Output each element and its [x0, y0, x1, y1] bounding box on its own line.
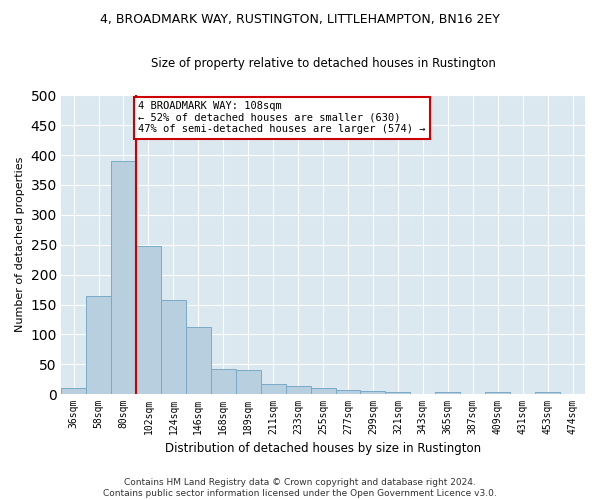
Bar — [485, 392, 510, 394]
Bar — [311, 388, 335, 394]
Bar — [385, 392, 410, 394]
Text: Contains HM Land Registry data © Crown copyright and database right 2024.
Contai: Contains HM Land Registry data © Crown c… — [103, 478, 497, 498]
Title: Size of property relative to detached houses in Rustington: Size of property relative to detached ho… — [151, 58, 496, 70]
Text: 4 BROADMARK WAY: 108sqm
← 52% of detached houses are smaller (630)
47% of semi-d: 4 BROADMARK WAY: 108sqm ← 52% of detache… — [139, 102, 426, 134]
X-axis label: Distribution of detached houses by size in Rustington: Distribution of detached houses by size … — [165, 442, 481, 455]
Bar — [286, 386, 311, 394]
Bar — [136, 246, 161, 394]
Bar — [161, 300, 186, 394]
Bar — [236, 370, 260, 394]
Bar — [61, 388, 86, 394]
Bar — [361, 392, 385, 394]
Text: 4, BROADMARK WAY, RUSTINGTON, LITTLEHAMPTON, BN16 2EY: 4, BROADMARK WAY, RUSTINGTON, LITTLEHAMP… — [100, 12, 500, 26]
Bar — [211, 368, 236, 394]
Bar — [535, 392, 560, 394]
Bar — [86, 296, 111, 394]
Bar — [335, 390, 361, 394]
Bar — [186, 326, 211, 394]
Bar — [436, 392, 460, 394]
Y-axis label: Number of detached properties: Number of detached properties — [15, 157, 25, 332]
Bar — [111, 161, 136, 394]
Bar — [260, 384, 286, 394]
